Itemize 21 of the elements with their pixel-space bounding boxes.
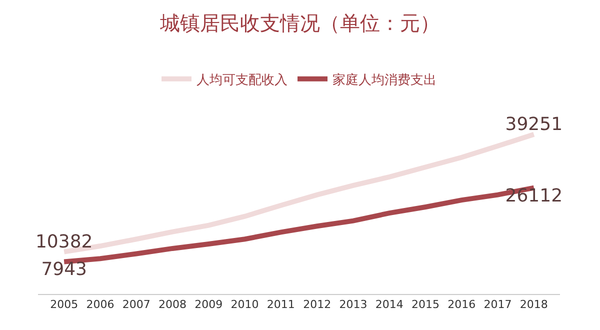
x-tick-label: 2005 [50, 298, 78, 312]
data-label: 26112 [505, 185, 563, 206]
x-tick-label: 2008 [158, 298, 187, 312]
data-label: 39251 [505, 114, 563, 135]
x-tick-label: 2016 [448, 298, 476, 312]
x-tick-label: 2010 [230, 298, 259, 312]
x-tick-label: 2014 [375, 298, 404, 312]
legend-label: 人均可支配收入 [196, 72, 288, 88]
x-tick-label: 2018 [520, 298, 548, 312]
x-tick-label: 2006 [86, 298, 114, 312]
chart-title: 城镇居民收支情况（单位：元） [159, 11, 440, 36]
x-tick-label: 2007 [122, 298, 150, 312]
legend-label: 家庭人均消费支出 [332, 72, 436, 88]
x-tick-label: 2015 [411, 298, 440, 312]
x-tick-label: 2009 [194, 298, 223, 312]
data-label: 10382 [35, 231, 93, 252]
x-tick-label: 2013 [339, 298, 368, 312]
x-tick-label: 2011 [266, 298, 295, 312]
x-tick-label: 2012 [303, 298, 332, 312]
data-label: 7943 [41, 259, 88, 280]
x-tick-label: 2017 [484, 298, 512, 312]
